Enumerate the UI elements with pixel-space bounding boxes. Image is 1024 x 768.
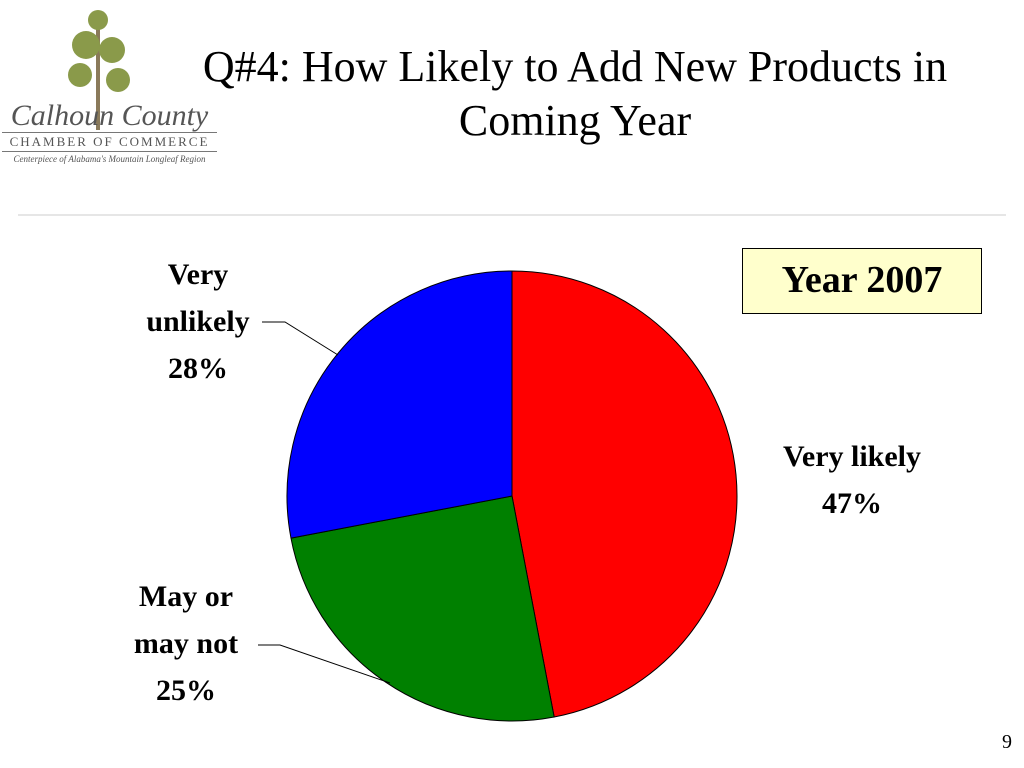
pie-slice [290, 495, 555, 722]
slice-label: Very likely 47% [752, 433, 952, 527]
value-label: 47% [822, 487, 882, 520]
page-number: 9 [1002, 731, 1012, 753]
logo: Calhoun County CHAMBER OF COMMERCE Cente… [2, 100, 217, 166]
leader-line [262, 321, 339, 356]
category-label: Very likely [782, 440, 922, 473]
leader-line [258, 644, 391, 684]
value-label: 28% [168, 352, 228, 385]
category-label: Very unlikely [146, 258, 250, 338]
logo-tree [68, 10, 130, 130]
pie-slice [286, 270, 513, 539]
logo-org: CHAMBER OF COMMERCE [2, 132, 217, 152]
slice-label: May or may not 25% [116, 573, 256, 714]
slice-label: Very unlikely 28% [128, 251, 268, 392]
logo-name: Calhoun County [10, 99, 209, 132]
chart-title: Q#4: How Likely to Add New Products in C… [202, 42, 948, 145]
category-label: May or may not [133, 580, 239, 660]
annotation: Year 2007 [742, 248, 982, 314]
value-label: 25% [156, 674, 216, 707]
logo-tagline: Centerpiece of Alabama's Mountain Longle… [13, 154, 206, 164]
pie-slice [511, 270, 738, 718]
